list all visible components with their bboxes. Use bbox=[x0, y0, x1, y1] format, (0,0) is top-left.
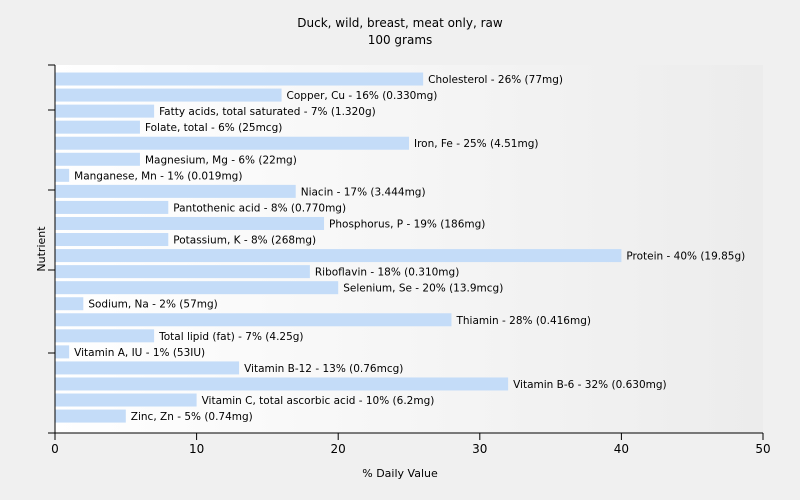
bar bbox=[55, 72, 424, 86]
x-axis-title: % Daily Value bbox=[362, 467, 438, 480]
bar-label: Total lipid (fat) - 7% (4.25g) bbox=[158, 331, 303, 343]
bar bbox=[55, 297, 84, 311]
y-axis-ticks bbox=[48, 64, 55, 434]
bar bbox=[55, 216, 325, 230]
bar-label: Selenium, Se - 20% (13.9mcg) bbox=[343, 283, 503, 295]
bar-label: Protein - 40% (19.85g) bbox=[626, 251, 745, 263]
bar-label: Niacin - 17% (3.444mg) bbox=[301, 186, 426, 198]
bar-label: Fatty acids, total saturated - 7% (1.320… bbox=[159, 106, 376, 118]
bar bbox=[55, 249, 622, 263]
bars-group bbox=[55, 72, 622, 423]
bar bbox=[55, 168, 70, 182]
bar bbox=[55, 200, 169, 214]
bar-label: Vitamin B-12 - 13% (0.76mcg) bbox=[244, 363, 403, 375]
x-tick-label: 20 bbox=[331, 442, 346, 456]
bar-label: Zinc, Zn - 5% (0.74mg) bbox=[131, 411, 253, 423]
bar-label: Cholesterol - 26% (77mg) bbox=[428, 74, 563, 86]
bar bbox=[55, 393, 197, 407]
bar bbox=[55, 184, 296, 198]
chart-title: Duck, wild, breast, meat only, raw bbox=[297, 16, 503, 30]
bar bbox=[55, 152, 140, 166]
bar bbox=[55, 361, 240, 375]
bar bbox=[55, 313, 452, 327]
bar bbox=[55, 104, 155, 118]
bar bbox=[55, 136, 409, 150]
bar-label: Copper, Cu - 16% (0.330mg) bbox=[287, 90, 438, 102]
bar bbox=[55, 120, 140, 134]
bar-label: Iron, Fe - 25% (4.51mg) bbox=[414, 138, 538, 150]
bar bbox=[55, 409, 126, 423]
bar-label: Vitamin C, total ascorbic acid - 10% (6.… bbox=[202, 395, 435, 407]
bar-labels-group: Cholesterol - 26% (77mg) Copper, Cu - 16%… bbox=[74, 74, 745, 423]
bar-label: Magnesium, Mg - 6% (22mg) bbox=[145, 154, 297, 166]
bar-label: Potassium, K - 8% (268mg) bbox=[173, 235, 316, 247]
bar-label: Sodium, Na - 2% (57mg) bbox=[88, 299, 217, 311]
bar-label: Vitamin B-6 - 32% (0.630mg) bbox=[513, 379, 667, 391]
bar bbox=[55, 88, 282, 102]
x-tick-label: 40 bbox=[614, 442, 629, 456]
bar-label: Riboflavin - 18% (0.310mg) bbox=[315, 267, 459, 279]
y-axis-title: Nutrient bbox=[35, 226, 48, 272]
chart-subtitle: 100 grams bbox=[368, 33, 433, 47]
bar bbox=[55, 265, 310, 279]
bar bbox=[55, 345, 70, 359]
x-tick-label: 30 bbox=[472, 442, 487, 456]
x-tick-label: 0 bbox=[51, 442, 59, 456]
bar-label: Phosphorus, P - 19% (186mg) bbox=[329, 218, 485, 230]
bar-label: Thiamin - 28% (0.416mg) bbox=[455, 315, 591, 327]
bar-label: Manganese, Mn - 1% (0.019mg) bbox=[74, 170, 242, 182]
x-tick-label: 10 bbox=[189, 442, 204, 456]
bar bbox=[55, 377, 509, 391]
bar bbox=[55, 329, 155, 343]
bar-label: Vitamin A, IU - 1% (53IU) bbox=[74, 347, 205, 359]
x-axis-ticks: 0 10 20 30 40 50 bbox=[51, 433, 771, 456]
bar-label: Pantothenic acid - 8% (0.770mg) bbox=[173, 202, 346, 214]
bar bbox=[55, 281, 339, 295]
bar-label: Folate, total - 6% (25mcg) bbox=[145, 122, 282, 134]
bar bbox=[55, 233, 169, 247]
x-tick-label: 50 bbox=[755, 442, 770, 456]
